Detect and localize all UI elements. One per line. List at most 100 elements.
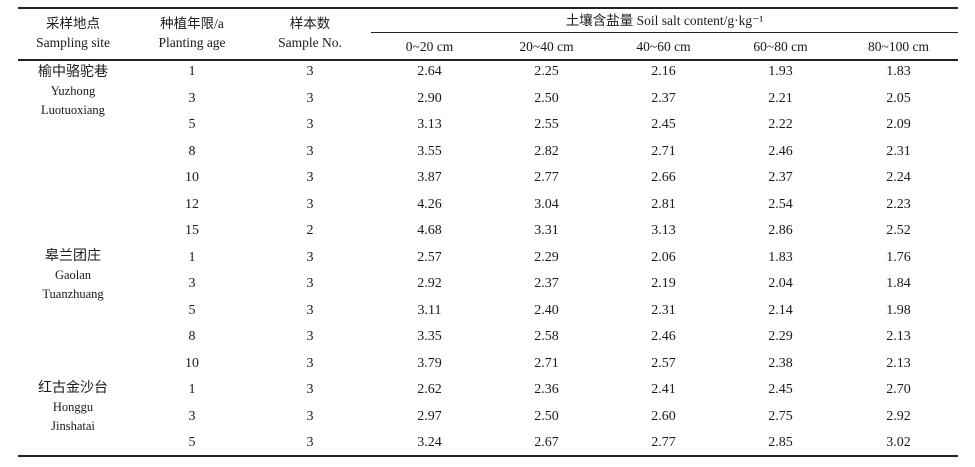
salt-60-80-cell: 2.37 — [768, 170, 793, 185]
salt-20-40-cell: 2.36 — [534, 382, 559, 397]
top-rule — [18, 7, 958, 9]
salt-80-100-cell: 3.02 — [886, 435, 911, 450]
site-name-en: Honggu — [52, 400, 94, 414]
salt-80-100-cell: 2.05 — [886, 90, 911, 106]
header-planting-age: 种植年限/a Planting age — [137, 14, 247, 52]
header-site-zh: 采样地点 — [46, 16, 100, 31]
header-depth-0-20: 0~20 cm — [405, 39, 454, 54]
salt-60-80-cell: 2.54 — [768, 196, 793, 212]
header-depth-60-80: 60~80 cm — [753, 39, 808, 54]
salt-80-100-cell: 2.13 — [886, 355, 911, 371]
salt-60-80-cell: 2.86 — [768, 223, 793, 238]
salt-60-80-cell: 2.46 — [768, 143, 793, 159]
salt-80-100-cell: 1.84 — [886, 276, 911, 291]
salt-40-60-cell: 2.71 — [651, 143, 676, 159]
site-name-en: Tuanzhuang — [42, 287, 104, 301]
salt-40-60-cell: 2.60 — [651, 408, 676, 424]
salt-80-100-cell: 2.09 — [886, 117, 911, 132]
header-depth-20-40: 20~40 cm — [519, 39, 574, 54]
planting-age-cell: 3 — [188, 408, 196, 424]
header-rule — [18, 59, 958, 61]
planting-age-cell: 5 — [188, 435, 196, 450]
salt-40-60-cell: 2.37 — [651, 90, 676, 106]
salt-60-80-cell: 2.38 — [768, 355, 793, 371]
site-name-en: Yuzhong — [50, 84, 96, 98]
salt-0-20-cell: 2.57 — [417, 249, 442, 265]
salt-20-40-cell: 2.77 — [534, 170, 559, 185]
sample-no-cell: 3 — [306, 408, 314, 424]
planting-age-cell: 3 — [188, 276, 196, 291]
salt-0-20-cell: 2.64 — [417, 64, 442, 79]
salt-20-40-cell: 3.31 — [534, 223, 559, 238]
sample-no-cell: 3 — [306, 329, 314, 344]
salt-40-60-cell: 2.57 — [651, 355, 676, 371]
site-name-zh: 皋兰团庄 — [45, 249, 101, 264]
salt-0-20-cell: 3.35 — [417, 329, 442, 344]
salt-80-100-cell: 2.92 — [886, 408, 911, 424]
planting-age-cell: 5 — [188, 302, 196, 318]
site-name-en: Gaolan — [54, 268, 92, 282]
salt-40-60-cell: 2.19 — [651, 276, 676, 291]
salt-20-40-cell: 2.25 — [534, 64, 559, 79]
planting-age-cell: 10 — [185, 355, 199, 371]
site-yuzhong: 榆中骆驼巷 Yuzhong Luotuoxiang — [18, 63, 128, 120]
salt-20-40-cell: 3.04 — [534, 196, 559, 212]
sample-no-cell: 3 — [306, 143, 314, 159]
salt-0-20-cell: 4.68 — [417, 223, 442, 238]
salt-0-20-cell: 2.92 — [417, 276, 442, 291]
subheader-rule — [371, 32, 958, 33]
salt-80-100-cell: 2.24 — [886, 170, 911, 185]
salt-0-20-cell: 4.26 — [417, 196, 442, 212]
salt-60-80-cell: 2.22 — [768, 117, 793, 132]
salt-80-100-cell: 1.98 — [886, 302, 911, 318]
header-n-zh: 样本数 — [289, 16, 331, 31]
sample-no-cell: 3 — [306, 64, 314, 79]
site-honggu: 红古金沙台 Honggu Jinshatai — [18, 379, 128, 436]
salt-80-100-cell: 1.83 — [886, 64, 911, 79]
salt-80-100-cell: 2.70 — [886, 382, 911, 397]
salt-80-100-cell: 2.31 — [886, 143, 911, 159]
salt-0-20-cell: 2.90 — [417, 90, 442, 106]
salt-60-80-cell: 1.93 — [768, 64, 793, 79]
salt-0-20-cell: 2.62 — [417, 382, 442, 397]
planting-age-cell: 3 — [188, 90, 196, 106]
salt-20-40-cell: 2.37 — [534, 276, 559, 291]
salt-60-80-cell: 2.21 — [768, 90, 793, 106]
salt-40-60-cell: 2.31 — [651, 302, 676, 318]
planting-age-cell: 1 — [188, 382, 196, 397]
salt-0-20-cell: 3.11 — [417, 302, 442, 318]
header-depth-80-100: 80~100 cm — [868, 39, 929, 54]
salt-40-60-cell: 2.81 — [651, 196, 676, 212]
salt-40-60-cell: 2.77 — [651, 435, 676, 450]
salt-40-60-cell: 2.46 — [651, 329, 676, 344]
salt-60-80-cell: 2.85 — [768, 435, 793, 450]
salt-60-80-cell: 2.04 — [768, 276, 793, 291]
header-site-en: Sampling site — [36, 35, 110, 50]
sample-no-cell: 3 — [306, 302, 314, 318]
salt-0-20-cell: 3.24 — [417, 435, 442, 450]
planting-age-cell: 8 — [188, 143, 196, 159]
site-name-zh: 红古金沙台 — [38, 381, 108, 396]
site-name-en: Luotuoxiang — [41, 103, 105, 117]
salt-20-40-cell: 2.67 — [534, 435, 559, 450]
bottom-rule — [18, 455, 958, 457]
site-gaolan: 皋兰团庄 Gaolan Tuanzhuang — [18, 247, 128, 304]
salt-60-80-cell: 2.14 — [768, 302, 793, 318]
salt-40-60-cell: 3.13 — [651, 223, 676, 238]
salt-80-100-cell: 2.23 — [886, 196, 911, 212]
salt-40-60-cell: 2.41 — [651, 382, 676, 397]
salt-60-80-cell: 2.29 — [768, 329, 793, 344]
salt-60-80-cell: 2.75 — [768, 408, 793, 424]
sample-no-cell: 3 — [306, 117, 314, 132]
sample-no-cell: 3 — [306, 170, 314, 185]
sample-no-cell: 3 — [306, 196, 314, 212]
sample-no-cell: 3 — [306, 382, 314, 397]
salt-20-40-cell: 2.40 — [534, 302, 559, 318]
planting-age-cell: 8 — [188, 329, 196, 344]
sample-no-cell: 3 — [306, 276, 314, 291]
salt-40-60-cell: 2.45 — [651, 117, 676, 132]
header-sampling-site: 采样地点 Sampling site — [18, 14, 128, 52]
planting-age-cell: 1 — [188, 64, 196, 79]
planting-age-cell: 5 — [188, 117, 196, 132]
salt-40-60-cell: 2.16 — [651, 64, 676, 79]
